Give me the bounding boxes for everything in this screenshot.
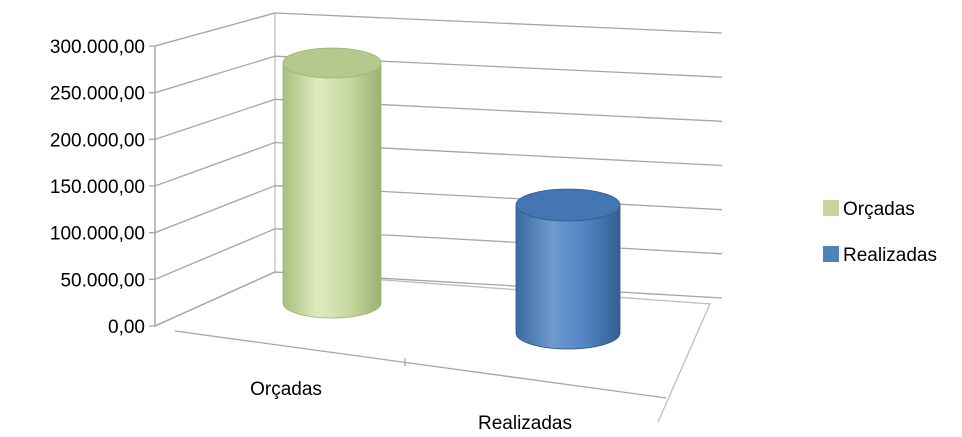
gridlines [149,12,723,399]
x-category-label: Realizadas [478,413,572,434]
gridline [149,271,723,327]
y-tick-label: 100.000,00 [50,224,145,245]
x-axis-line [174,330,667,399]
floor-edge [274,271,711,423]
legend-label: Realizadas [843,245,937,266]
bar-top [515,188,621,222]
y-tick-label: 250.000,00 [50,84,145,105]
bars [282,47,621,350]
gridline [149,185,723,234]
y-tick-label: 150.000,00 [50,177,145,198]
gridline [149,98,723,140]
side-wall [154,12,276,328]
legend: Orçadas Realizadas [823,199,937,266]
legend-swatch [823,200,839,216]
y-tick-label: 300.000,00 [50,37,145,58]
legend-label: Orçadas [843,199,915,220]
bar-top [282,47,382,79]
bar [515,188,621,350]
bar-body [282,62,382,319]
y-axis-tick-labels: 0,00 50.000,00 100.000,00 150.000,00 200.000… [50,37,145,338]
y-tick-label: 50.000,00 [60,270,145,291]
x-category-label: Orçadas [250,379,322,400]
x-axis-category-labels: Orçadas Realizadas [250,379,572,434]
bar [282,47,382,319]
y-tick-label: 200.000,00 [50,130,145,151]
gridline [149,228,723,280]
bar-body [515,204,621,350]
legend-swatch [823,246,839,262]
plot-walls [154,12,711,423]
gridline [149,55,723,94]
gridline [149,12,723,47]
gridline [149,141,723,187]
y-tick-label: 0,00 [108,317,145,338]
